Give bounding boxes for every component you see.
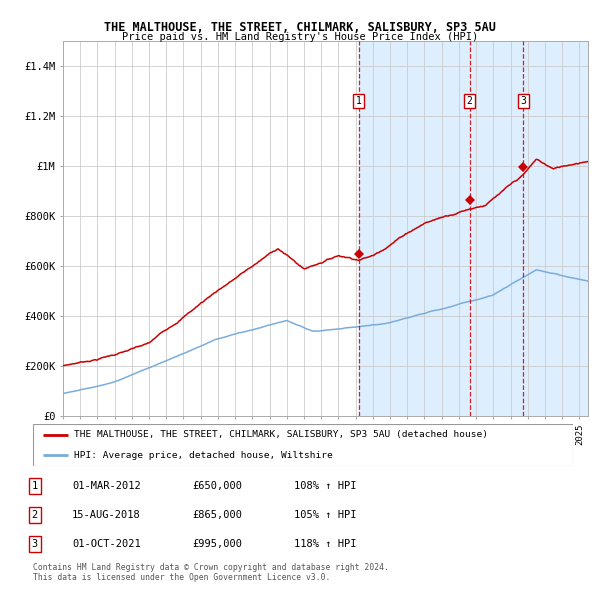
Text: 1: 1: [356, 96, 361, 106]
Text: 3: 3: [32, 539, 38, 549]
Text: 2: 2: [467, 96, 473, 106]
Text: 15-AUG-2018: 15-AUG-2018: [72, 510, 141, 520]
Text: 2: 2: [32, 510, 38, 520]
Text: 108% ↑ HPI: 108% ↑ HPI: [294, 481, 356, 491]
Text: 1: 1: [32, 481, 38, 491]
Text: THE MALTHOUSE, THE STREET, CHILMARK, SALISBURY, SP3 5AU: THE MALTHOUSE, THE STREET, CHILMARK, SAL…: [104, 21, 496, 34]
Text: HPI: Average price, detached house, Wiltshire: HPI: Average price, detached house, Wilt…: [74, 451, 332, 460]
Text: THE MALTHOUSE, THE STREET, CHILMARK, SALISBURY, SP3 5AU (detached house): THE MALTHOUSE, THE STREET, CHILMARK, SAL…: [74, 430, 487, 439]
Text: £995,000: £995,000: [192, 539, 242, 549]
Text: Contains HM Land Registry data © Crown copyright and database right 2024.: Contains HM Land Registry data © Crown c…: [33, 563, 389, 572]
Text: This data is licensed under the Open Government Licence v3.0.: This data is licensed under the Open Gov…: [33, 573, 331, 582]
Text: 3: 3: [521, 96, 526, 106]
Text: 118% ↑ HPI: 118% ↑ HPI: [294, 539, 356, 549]
Text: 105% ↑ HPI: 105% ↑ HPI: [294, 510, 356, 520]
Text: Price paid vs. HM Land Registry's House Price Index (HPI): Price paid vs. HM Land Registry's House …: [122, 32, 478, 42]
Text: £650,000: £650,000: [192, 481, 242, 491]
Text: 01-MAR-2012: 01-MAR-2012: [72, 481, 141, 491]
Text: 01-OCT-2021: 01-OCT-2021: [72, 539, 141, 549]
Text: £865,000: £865,000: [192, 510, 242, 520]
Bar: [359, 41, 600, 416]
